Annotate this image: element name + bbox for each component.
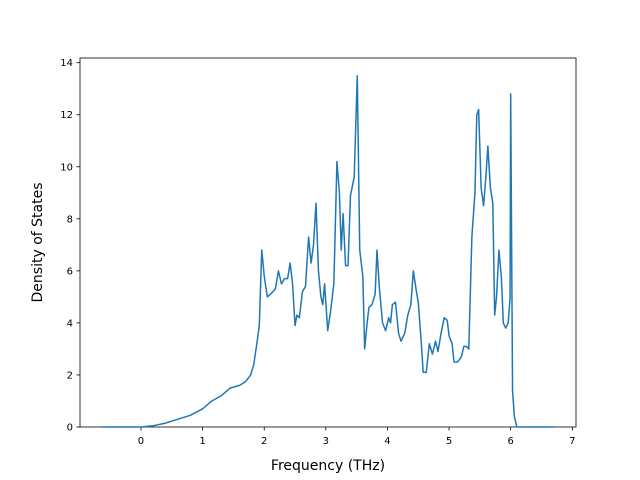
x-tick-label: 1 — [199, 436, 205, 447]
y-tick-label: 2 — [67, 370, 73, 381]
x-tick-label: 5 — [446, 436, 452, 447]
y-tick-label: 0 — [67, 423, 73, 434]
x-tick-label: 6 — [508, 436, 514, 447]
y-tick-label: 12 — [60, 110, 73, 121]
x-tick-label: 4 — [384, 436, 390, 447]
y-tick-label: 4 — [67, 318, 73, 329]
y-tick-label: 14 — [60, 58, 73, 69]
y-tick-label: 10 — [60, 162, 73, 173]
axes-frame — [79, 57, 577, 428]
y-tick-label: 8 — [67, 214, 73, 225]
x-tick-label: 3 — [323, 436, 329, 447]
y-axis-label: Density of States — [30, 183, 46, 303]
x-axis-label: Frequency (THz) — [271, 458, 385, 474]
x-tick-label: 7 — [569, 436, 575, 447]
x-tick-label: 2 — [261, 436, 267, 447]
line-series — [102, 74, 554, 428]
y-tick-label: 6 — [67, 266, 73, 277]
x-tick-label: 0 — [138, 436, 144, 447]
